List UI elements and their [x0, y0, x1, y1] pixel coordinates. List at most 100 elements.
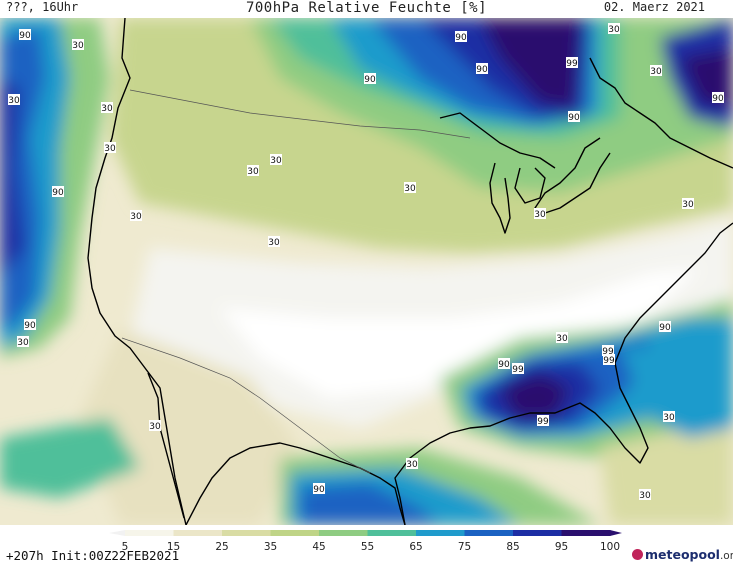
contour-label-box [659, 321, 671, 332]
contour-label: 30 [404, 182, 416, 194]
contour-label-text: 90 [52, 188, 64, 198]
contour-label: 90 [659, 321, 671, 333]
contour-label-box [17, 336, 29, 347]
contour-label-box [404, 182, 416, 193]
contour-label-box [19, 29, 31, 40]
contour-label: 90 [712, 92, 724, 104]
colorbar-tick: 95 [555, 541, 568, 553]
humidity-field [0, 18, 733, 525]
contour-label-text: 30 [556, 334, 568, 344]
contour-label-box [130, 210, 142, 221]
contour-label: 90 [24, 319, 36, 331]
colorbar-segment [125, 530, 174, 536]
colorbar-tick: 25 [215, 541, 228, 553]
contour-label-box [268, 236, 280, 247]
contour-label-box [52, 186, 64, 197]
contour-label: 90 [568, 111, 580, 123]
contour-label: 30 [639, 489, 651, 501]
contour-label-box [608, 23, 620, 34]
contour-label-box [72, 39, 84, 50]
contour-label: 30 [534, 208, 546, 220]
contour-label-text: 90 [712, 94, 724, 104]
colorbar-tick: 55 [361, 541, 374, 553]
contour-label-text: 90 [19, 31, 31, 41]
contour-label-text: 30 [608, 25, 620, 35]
contour-label: 99 [603, 354, 615, 366]
contour-label: 30 [104, 142, 116, 154]
contour-label: 90 [476, 63, 488, 75]
contour-label: 99 [566, 57, 578, 69]
contour-label: 90 [364, 73, 376, 85]
colorbar-tick: 45 [312, 541, 325, 553]
contour-label-text: 30 [130, 212, 142, 222]
colorbar-segment [367, 530, 417, 536]
contour-labels: 9030303030903030303030309090909990303090… [8, 23, 724, 501]
contour-label-box [556, 332, 568, 343]
colorbar-segment [464, 530, 514, 536]
contour-label-box [406, 458, 418, 469]
contour-label: 30 [556, 332, 568, 344]
contour-label-box [663, 411, 675, 422]
logo-tld: .org [719, 550, 733, 562]
contour-label-text: 90 [476, 65, 488, 75]
contour-label-text: 30 [682, 200, 694, 210]
contour-label-box [455, 31, 467, 42]
colorbar-segment [416, 530, 465, 536]
run-info: +207h Init:00Z22FEB2021 [6, 548, 180, 563]
colorbar-segment [561, 530, 611, 536]
contour-label-box [712, 92, 724, 103]
colorbar-tick: 65 [409, 541, 422, 553]
contour-label-box [149, 420, 161, 431]
contour-label: 30 [268, 236, 280, 248]
contour-label-box [8, 94, 20, 105]
contour-label-text: 30 [534, 210, 546, 220]
contour-label-text: 30 [406, 460, 418, 470]
contour-label: 90 [313, 483, 325, 495]
contour-label-text: 99 [537, 417, 549, 427]
contour-label-text: 30 [270, 156, 282, 166]
contour-label-box [498, 358, 510, 369]
contour-label-box [104, 142, 116, 153]
colorbar-tick: 5 [122, 541, 129, 553]
contour-label: 30 [663, 411, 675, 423]
contour-label: 99 [512, 363, 524, 375]
colorbar-segment [513, 530, 562, 536]
contour-label-text: 90 [455, 33, 467, 43]
contour-label: 99 [537, 415, 549, 427]
contour-label-box [602, 345, 614, 356]
contour-label-text: 99 [566, 59, 578, 69]
contour-label-text: 30 [663, 413, 675, 423]
contour-label: 30 [101, 102, 113, 114]
colorbar-tick: 75 [458, 541, 471, 553]
contour-label-text: 90 [568, 113, 580, 123]
contour-label-text: 30 [8, 96, 20, 106]
contour-label: 30 [17, 336, 29, 348]
contour-label-text: 90 [498, 360, 510, 370]
colorbar-tick: 15 [167, 541, 180, 553]
contour-label-text: 30 [104, 144, 116, 154]
contour-label: 30 [650, 65, 662, 77]
contour-label-text: 30 [149, 422, 161, 432]
colorbar-tick: 100 [600, 541, 620, 553]
contour-label-text: 30 [650, 67, 662, 77]
contour-label: 90 [498, 358, 510, 370]
contour-label: 30 [8, 94, 20, 106]
colorbar-segment [270, 530, 320, 536]
logo-dot-icon [632, 549, 643, 560]
contour-label-box [270, 154, 282, 165]
colorbar: 5 15 25 35 45 55 65 75 85 95 100 [109, 530, 622, 553]
contour-label-text: 30 [72, 41, 84, 51]
contour-label-box [537, 415, 549, 426]
colorbar-segments [109, 530, 622, 536]
contour-label-text: 90 [24, 321, 36, 331]
contour-label-text: 90 [659, 323, 671, 333]
contour-label: 90 [19, 29, 31, 41]
contour-label: 90 [52, 186, 64, 198]
meteopool-logo[interactable]: meteopool.org [632, 547, 733, 562]
contour-label-box [566, 57, 578, 68]
contour-label: 30 [406, 458, 418, 470]
contour-label: 30 [682, 198, 694, 210]
contour-label-box [364, 73, 376, 84]
contour-label-text: 99 [603, 356, 615, 366]
humidity-map-canvas: 9030303030903030303030309090909990303090… [0, 18, 733, 525]
